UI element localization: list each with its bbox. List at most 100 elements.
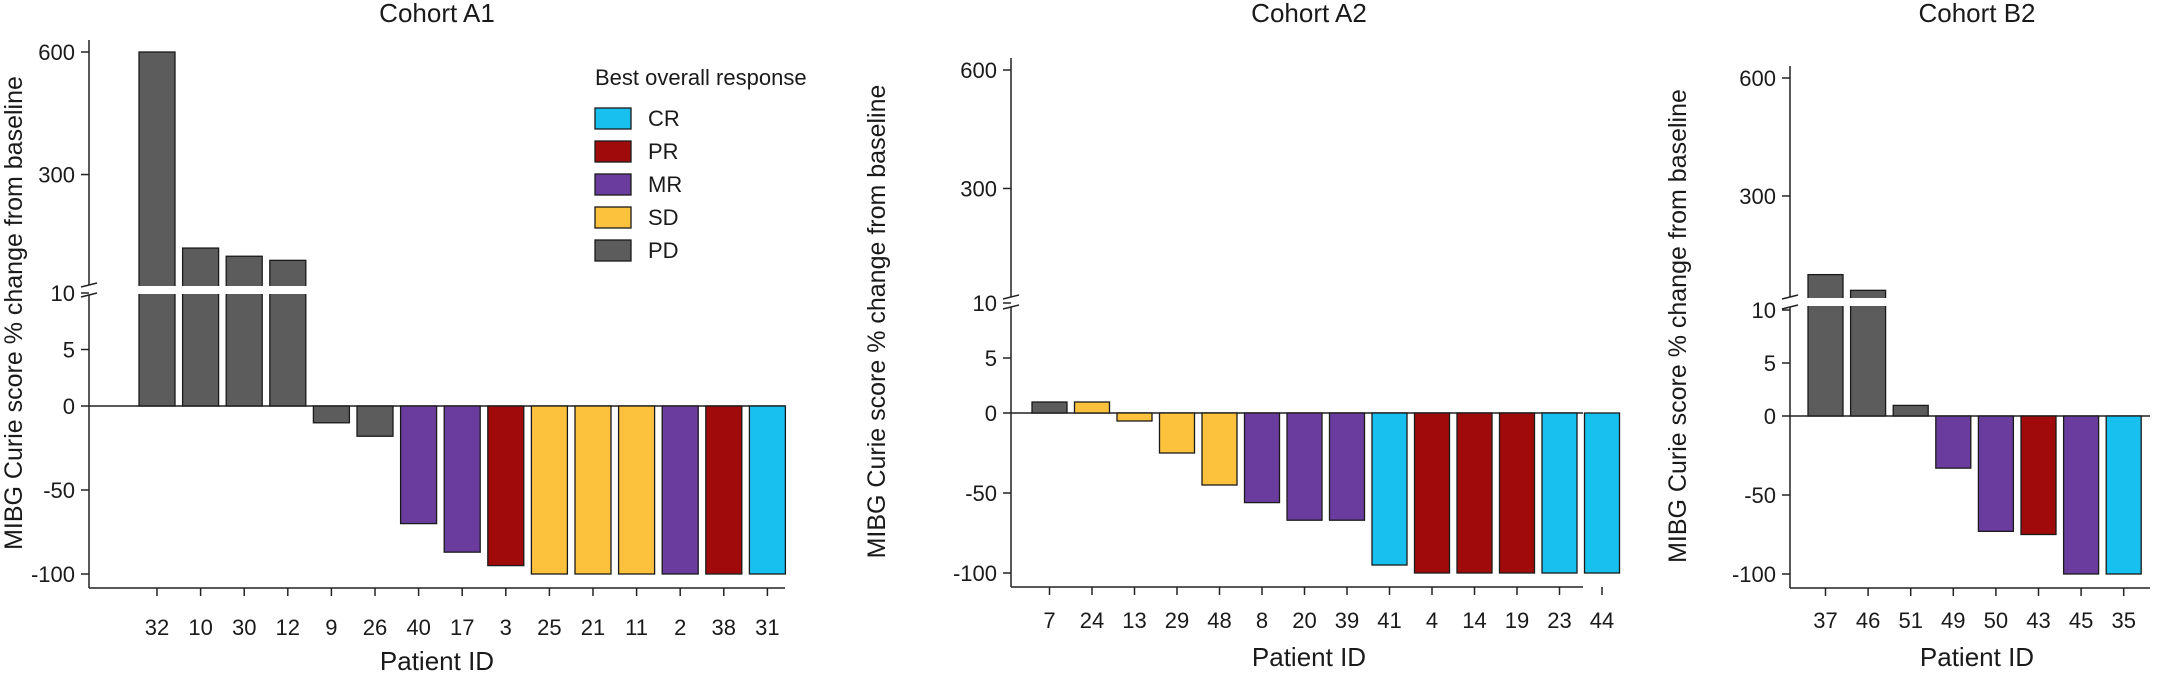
x-tick-label: 14	[1462, 608, 1486, 633]
bar-patient-14	[1456, 412, 1493, 574]
x-tick-label: 29	[1165, 608, 1189, 633]
bar-patient-10	[181, 247, 220, 407]
y-tick-label: 5	[985, 346, 997, 371]
bar-patient-17	[443, 405, 481, 553]
legend-label-mr: MR	[648, 172, 682, 197]
x-tick-label: 19	[1505, 608, 1529, 633]
x-tick-label: 2	[674, 615, 686, 640]
panel-title: Cohort A1	[379, 0, 495, 28]
axis-break-mark	[80, 292, 98, 298]
x-tick-label: 25	[537, 615, 561, 640]
axis-break-mark	[80, 282, 98, 288]
y-tick-label: 0	[985, 401, 997, 426]
y-tick-label: -50	[965, 481, 997, 506]
bar-patient-39	[1328, 412, 1366, 521]
legend-label-sd: SD	[648, 205, 679, 230]
x-axis-label: Patient ID	[1252, 642, 1366, 672]
panel-title: Cohort B2	[1918, 0, 2035, 28]
bar-patient-44	[1583, 412, 1621, 574]
bar-patient-43	[2020, 415, 2057, 536]
bar-patient-21	[574, 405, 612, 575]
x-tick-label: 12	[276, 615, 300, 640]
bar-patient-19	[1498, 412, 1536, 574]
x-tick-label: 48	[1207, 608, 1231, 633]
x-tick-label: 26	[363, 615, 387, 640]
y-tick-label: -100	[953, 561, 997, 586]
axis-break-mark	[1002, 294, 1020, 300]
legend-swatch-sd	[594, 206, 632, 229]
x-tick-label: 13	[1122, 608, 1146, 633]
y-axis-label: MIBG Curie score % change from baseline	[863, 85, 891, 559]
axis-break-mark	[1781, 304, 1799, 310]
y-tick-label: -100	[31, 562, 75, 587]
y-tick-label: 5	[1764, 351, 1776, 376]
axis-break-mark	[1002, 304, 1020, 310]
bar-patient-20	[1286, 412, 1323, 521]
bar-patient-51	[1892, 404, 1929, 417]
x-tick-label: 46	[1856, 608, 1880, 633]
y-axis-label: MIBG Curie score % change from baseline	[0, 76, 28, 550]
bar-patient-12	[269, 259, 307, 407]
x-tick-label: 32	[145, 615, 169, 640]
y-tick-label: -50	[43, 478, 75, 503]
x-tick-label: 38	[712, 615, 736, 640]
chart-panel-cohort-a2: Cohort A2 Patient ID MIBG Curie score % ch…	[863, 0, 1621, 672]
y-tick-label: -50	[1744, 483, 1776, 508]
x-tick-label: 4	[1426, 608, 1438, 633]
bar-patient-24	[1073, 401, 1111, 414]
bar-patient-31	[748, 405, 787, 575]
bar-patient-4	[1413, 412, 1451, 574]
bar-patient-50	[1977, 415, 2015, 532]
y-tick-label: 0	[1764, 404, 1776, 429]
x-tick-label: 8	[1256, 608, 1268, 633]
bar-break-gap	[224, 286, 265, 294]
x-tick-label: 3	[500, 615, 512, 640]
x-tick-label: 51	[1898, 608, 1922, 633]
y-tick-label: 600	[960, 58, 997, 83]
bar-patient-48	[1201, 412, 1238, 486]
x-tick-label: 44	[1590, 608, 1614, 633]
bar-break-gap	[180, 286, 221, 294]
x-tick-label: 39	[1335, 608, 1359, 633]
y-tick-label: 10	[51, 281, 75, 306]
legend: Best overall response CR PR MR SD PD	[594, 65, 807, 263]
bar-patient-46	[1849, 289, 1887, 417]
y-tick-label: 300	[960, 176, 997, 201]
bar-break-gap	[1848, 298, 1888, 306]
x-tick-label: 31	[755, 615, 779, 640]
x-tick-label: 10	[188, 615, 212, 640]
x-tick-label: 23	[1547, 608, 1571, 633]
legend-swatch-pd	[594, 239, 632, 262]
legend-title: Best overall response	[595, 65, 807, 90]
bar-break-gap	[267, 286, 308, 294]
y-tick-label: 300	[38, 163, 75, 188]
x-tick-label: 40	[406, 615, 430, 640]
y-tick-label: -100	[1732, 562, 1776, 587]
x-axis-label: Patient ID	[380, 646, 494, 676]
x-tick-label: 9	[325, 615, 337, 640]
bar-patient-32	[138, 51, 176, 407]
y-tick-label: 10	[973, 291, 997, 316]
x-tick-label: 20	[1292, 608, 1316, 633]
panel-title: Cohort A2	[1251, 0, 1367, 28]
legend-label-cr: CR	[648, 106, 680, 131]
bar-patient-25	[530, 405, 569, 575]
bar-patient-2	[661, 405, 699, 575]
y-axis-label: MIBG Curie score % change from baseline	[1664, 89, 1692, 563]
x-tick-label: 49	[1941, 608, 1965, 633]
legend-swatch-pr	[594, 140, 632, 163]
bar-patient-8	[1243, 412, 1281, 504]
legend-label-pd: PD	[648, 238, 679, 263]
legend-label-pr: PR	[648, 139, 679, 164]
legend-swatch-cr	[594, 107, 632, 130]
bar-patient-7	[1031, 401, 1068, 414]
x-axis-label: Patient ID	[1920, 642, 2034, 672]
bar-patient-30	[225, 255, 263, 407]
x-tick-label: 11	[625, 615, 648, 640]
legend-swatch-mr	[594, 173, 632, 196]
x-tick-label: 17	[450, 615, 474, 640]
bar-patient-40	[399, 405, 438, 525]
chart-panel-cohort-a1: Cohort A1 Patient ID MIBG Curie score % ch…	[0, 0, 787, 676]
